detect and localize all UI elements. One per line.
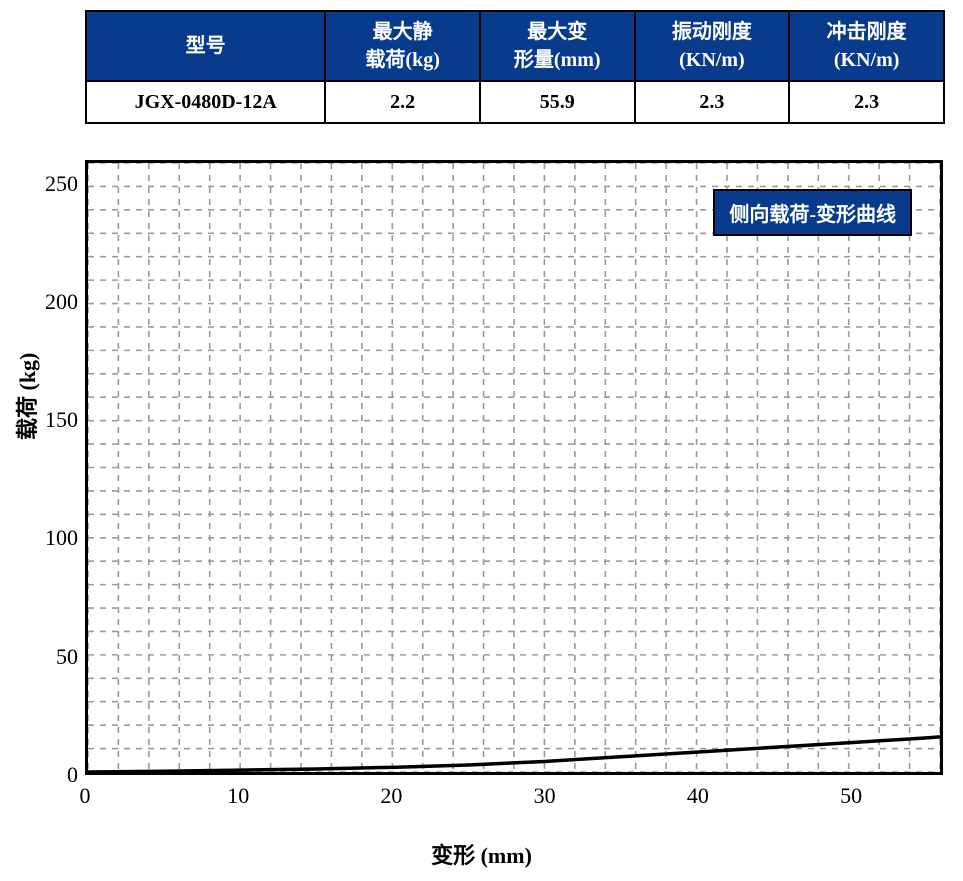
y-tick-label: 50 (18, 644, 78, 670)
spec-table: 型号 最大静载荷(kg) 最大变形量(mm) 振动刚度(KN/m) 冲击刚度(K… (85, 10, 945, 124)
y-tick-label: 0 (18, 762, 78, 788)
y-tick-label: 250 (18, 171, 78, 197)
x-tick-label: 0 (80, 783, 91, 809)
x-tick-label: 40 (687, 783, 709, 809)
th-max-static-load: 最大静载荷(kg) (325, 11, 480, 81)
x-tick-label: 50 (840, 783, 862, 809)
y-tick-label: 150 (18, 407, 78, 433)
cell-max-deformation: 55.9 (480, 81, 635, 123)
cell-vibration-stiffness: 2.3 (635, 81, 790, 123)
th-max-deformation: 最大变形量(mm) (480, 11, 635, 81)
x-tick-label: 20 (380, 783, 402, 809)
cell-model: JGX-0480D-12A (86, 81, 325, 123)
chart-svg (88, 163, 940, 772)
x-tick-label: 10 (227, 783, 249, 809)
cell-max-static-load: 2.2 (325, 81, 480, 123)
y-tick-label: 100 (18, 525, 78, 551)
load-deformation-chart: 侧向载荷-变形曲线 (85, 160, 943, 775)
y-tick-label: 200 (18, 289, 78, 315)
x-tick-label: 30 (534, 783, 556, 809)
th-impact-stiffness: 冲击刚度(KN/m) (789, 11, 944, 81)
th-model: 型号 (86, 11, 325, 81)
chart-legend: 侧向载荷-变形曲线 (713, 189, 912, 236)
table-row: JGX-0480D-12A 2.2 55.9 2.3 2.3 (86, 81, 944, 123)
cell-impact-stiffness: 2.3 (789, 81, 944, 123)
x-axis-label: 变形 (mm) (0, 838, 963, 870)
th-vibration-stiffness: 振动刚度(KN/m) (635, 11, 790, 81)
